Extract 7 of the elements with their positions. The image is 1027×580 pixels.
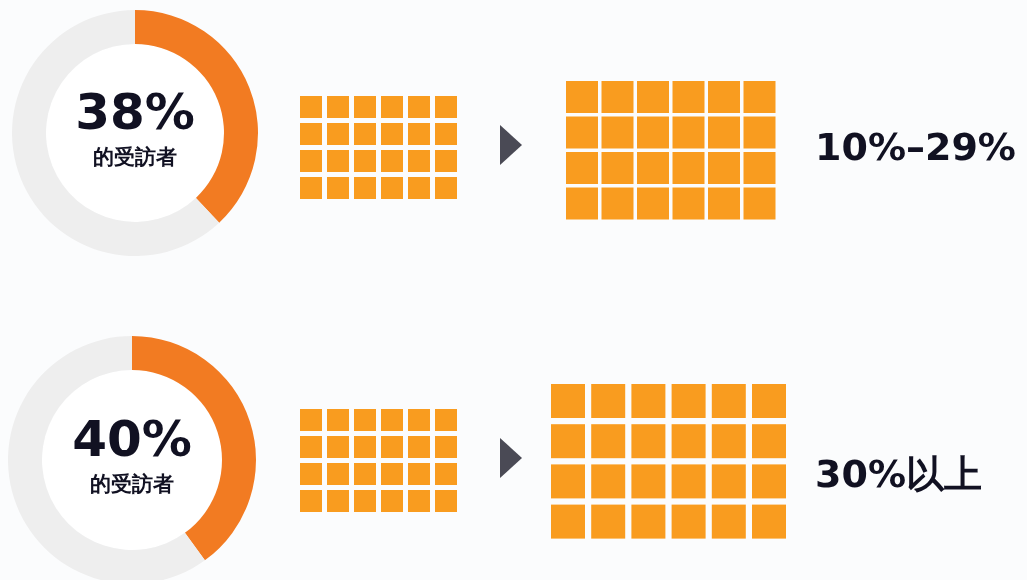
data-label: 38% xyxy=(75,82,195,141)
text: 的受訪者 xyxy=(90,472,174,496)
text: 的受訪者 xyxy=(93,145,177,169)
data-label: 40% xyxy=(72,409,192,468)
text: 10%–29% xyxy=(815,124,1016,169)
donut-slice xyxy=(12,10,220,256)
text: 30%以上 xyxy=(815,451,982,496)
